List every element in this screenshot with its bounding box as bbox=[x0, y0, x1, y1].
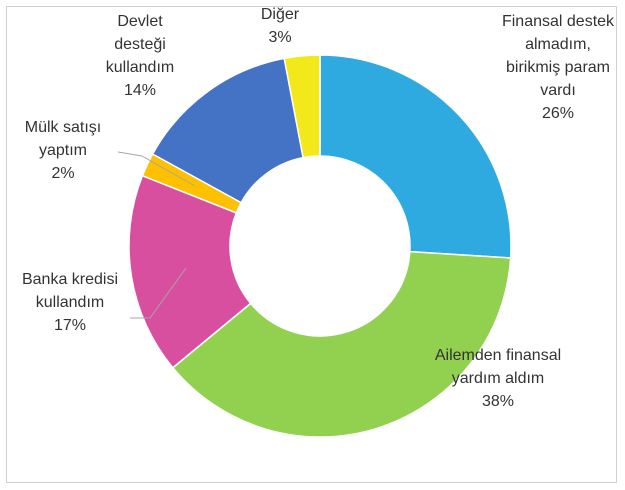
donut-slice bbox=[283, 54, 321, 159]
category-label: Mülk satışı yaptım bbox=[24, 119, 102, 159]
label-box: Ailemden finansal yardım aldım 38% bbox=[433, 344, 563, 413]
label-box: Mülk satışı yaptım 2% bbox=[8, 116, 118, 185]
label-box: Devlet desteği kullandım 14% bbox=[90, 10, 190, 102]
label-box: Banka kredisi kullandım 17% bbox=[15, 268, 125, 337]
data-label: Devlet desteği kullandım 14% bbox=[90, 10, 190, 102]
value-label: 38% bbox=[481, 393, 515, 410]
data-label: Mülk satışı yaptım 2% bbox=[8, 116, 118, 185]
category-label: Finansal destek almadım, birikmiş param … bbox=[501, 13, 615, 99]
donut-slice bbox=[171, 250, 512, 438]
label-box: Finansal destek almadım, birikmiş param … bbox=[498, 10, 618, 125]
value-label: 14% bbox=[123, 82, 157, 99]
data-label: Banka kredisi kullandım 17% bbox=[15, 268, 125, 337]
category-label: Diğer bbox=[260, 6, 300, 23]
data-label: Ailemden finansal yardım aldım 38% bbox=[433, 344, 563, 413]
category-label: Banka kredisi kullandım bbox=[21, 271, 119, 311]
category-label: Devlet desteği kullandım bbox=[105, 13, 175, 76]
leader-line bbox=[130, 267, 187, 319]
data-label: Finansal destek almadım, birikmiş param … bbox=[498, 10, 618, 125]
category-label: Ailemden finansal yardım aldım bbox=[434, 347, 562, 387]
value-label: 17% bbox=[53, 317, 87, 334]
value-label: 3% bbox=[268, 29, 292, 46]
value-label: 2% bbox=[51, 165, 75, 182]
donut-slice bbox=[319, 54, 512, 259]
donut bbox=[128, 54, 512, 438]
data-label: Diğer 3% bbox=[245, 3, 315, 49]
leader-line bbox=[117, 151, 196, 187]
label-box: Diğer 3% bbox=[245, 3, 315, 49]
value-label: 26% bbox=[541, 105, 575, 122]
